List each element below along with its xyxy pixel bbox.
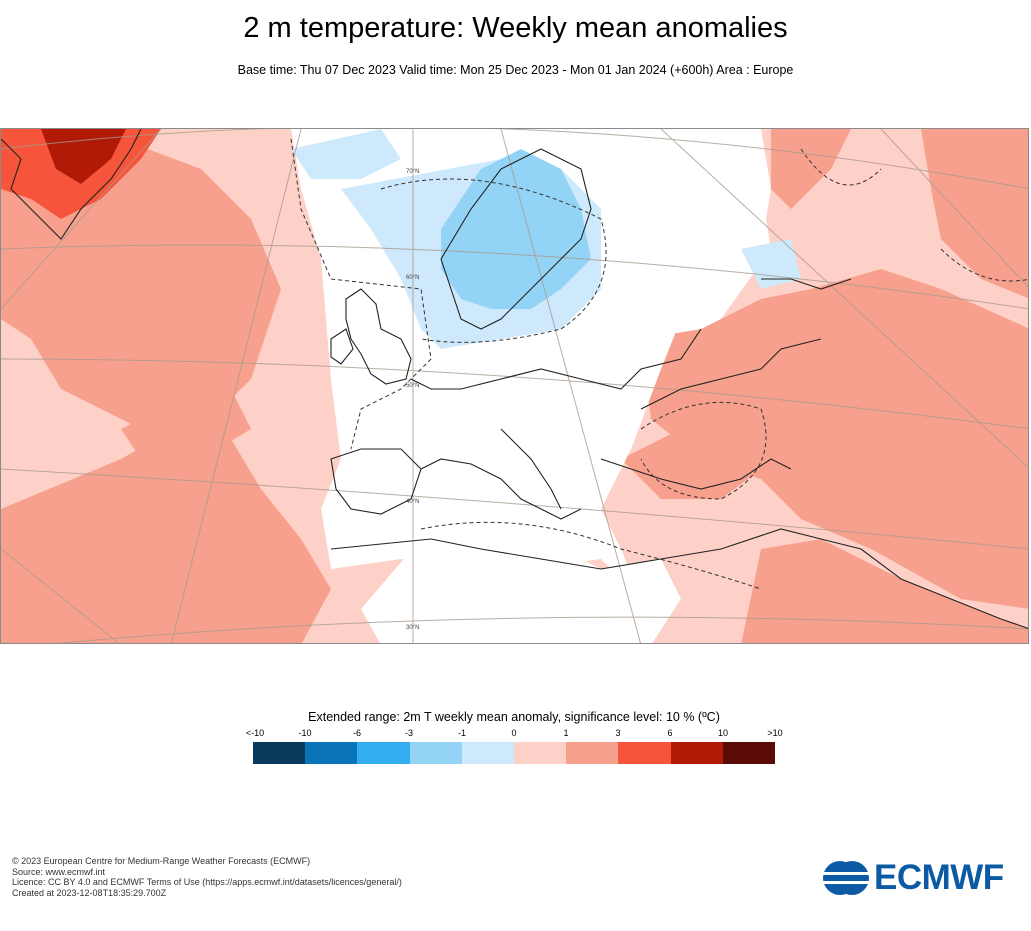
page-subtitle: Base time: Thu 07 Dec 2023 Valid time: M…: [237, 63, 794, 77]
legend-title: Extended range: 2m T weekly mean anomaly…: [308, 710, 720, 724]
anomaly-area-medium-midatlantic: [121, 389, 251, 459]
ecmwf-logo[interactable]: ECMWF: [822, 858, 1004, 898]
legend-tick: <-10: [245, 728, 265, 738]
lat-label-60: 60°N: [406, 275, 419, 281]
significance-contours: [290, 138, 1028, 590]
legend-swatch-2: [357, 742, 410, 764]
legend-tick: 1: [563, 728, 569, 738]
legend-tick: -1: [457, 728, 466, 738]
map-canvas: 70°N 60°N 50°N 40°N 30°N: [1, 129, 1028, 643]
legend-swatch-0: [253, 742, 306, 764]
anomaly-area-cool-medium-scandinavia: [441, 149, 591, 309]
footer-credits: © 2023 European Centre for Medium-Range …: [12, 856, 402, 898]
legend-swatch-5: [514, 742, 567, 764]
ecmwf-logo-text: ECMWF: [874, 858, 1004, 897]
legend-swatch-6: [566, 742, 619, 764]
footer-licence: Licence: CC BY 4.0 and ECMWF Terms of Us…: [12, 877, 402, 887]
anomaly-area-medium-northeast: [771, 129, 851, 209]
footer-copyright: © 2023 European Centre for Medium-Range …: [12, 856, 311, 866]
latitude-labels: 70°N 60°N 50°N 40°N 30°N: [406, 169, 419, 631]
lat-label-70: 70°N: [406, 169, 419, 175]
legend-swatch-8: [670, 742, 723, 764]
legend-swatch-9: [722, 742, 776, 764]
anomaly-area-cool-light-north: [291, 129, 401, 179]
legend-swatch-7: [618, 742, 671, 764]
legend-tick: >10: [767, 728, 783, 738]
footer-source: Source: www.ecmwf.int: [12, 866, 106, 877]
legend-swatch-1: [305, 742, 358, 764]
lat-label-30: 30°N: [406, 625, 419, 631]
legend-tick: 6: [667, 728, 673, 738]
legend-ticks: <-10 -10 -6 -3 -1 0 1 3 6 10 >10: [228, 728, 800, 740]
legend-tick: -6: [352, 728, 361, 738]
coastlines: [1, 129, 1028, 629]
anomaly-map[interactable]: 70°N 60°N 50°N 40°N 30°N: [0, 128, 1029, 644]
legend-swatch-3: [409, 742, 462, 764]
anomaly-area-medium-east: [641, 269, 1028, 609]
footer-created: Created at 2023-12-08T18:35:29.700Z: [12, 887, 167, 898]
lat-label-50: 50°N: [406, 383, 419, 389]
page-title: 2 m temperature: Weekly mean anomalies: [243, 12, 788, 44]
legend-tick: -10: [298, 728, 312, 738]
ecmwf-logo-icon: [822, 861, 870, 895]
legend-tick: -3: [404, 728, 413, 738]
lat-label-40: 40°N: [406, 499, 419, 505]
anomaly-area-medium-africa: [741, 539, 1028, 643]
anomaly-area-cool-light-east: [741, 239, 801, 289]
anomaly-area-medium-southwest: [1, 419, 331, 643]
legend-tick: 3: [615, 728, 621, 738]
anomaly-area-medium-far-east: [921, 129, 1028, 299]
anomaly-area-medium-balkans: [621, 429, 761, 499]
legend-colorbar: [253, 742, 776, 764]
graticule: [1, 129, 1028, 643]
legend-swatch-4: [461, 742, 515, 764]
legend-tick: 0: [511, 728, 517, 738]
legend-tick: 10: [717, 728, 728, 738]
neutral-area-arctic: [301, 129, 771, 279]
